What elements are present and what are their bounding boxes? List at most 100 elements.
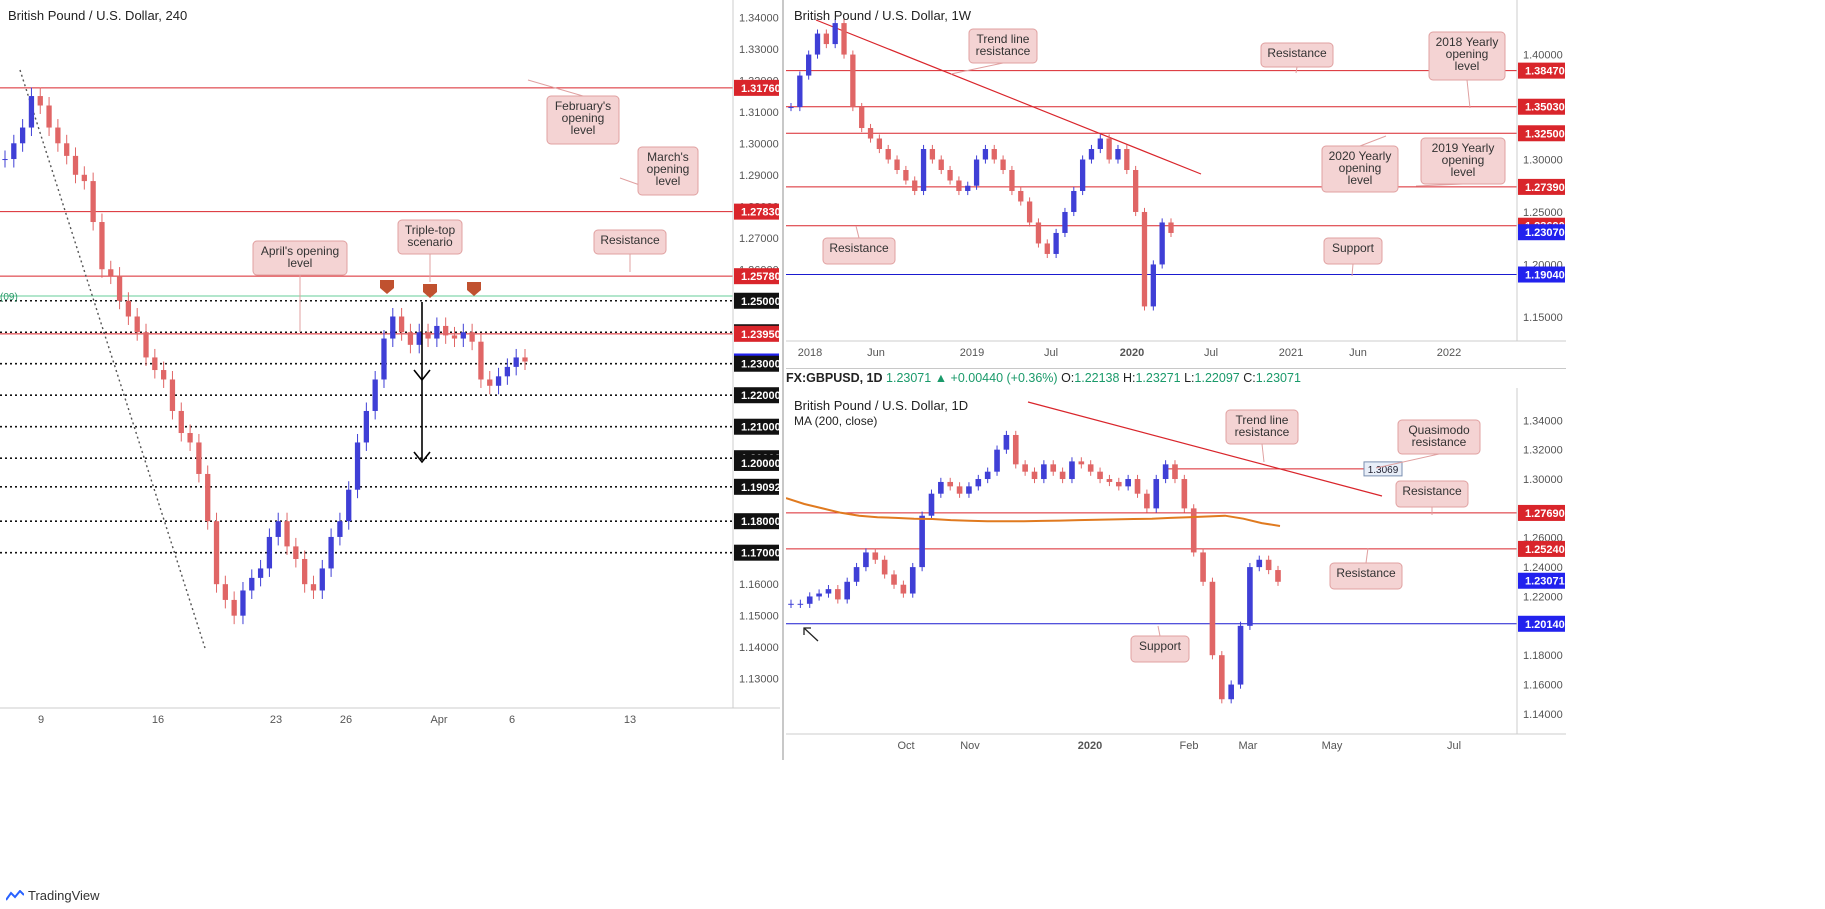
chart-1d-svg[interactable]: 1.340001.320001.300001.280001.260001.240… (785, 388, 1566, 760)
price-tag (734, 325, 779, 342)
daily-trend-line (1027, 401, 1383, 497)
callout-w-resistance2-text: Resistance (829, 241, 889, 255)
callout-w-2018-text: level (1455, 59, 1480, 73)
callout-w-2018-text: 2018 Yearly (1436, 35, 1499, 49)
callout-triple-top-box (397, 219, 463, 255)
price-tag-label: 1.25780 (741, 271, 780, 283)
candle-body (434, 325, 440, 339)
quote-close-label: C: (1243, 371, 1256, 385)
callout-march-text: March's (647, 150, 689, 164)
x-tick-label: Mar (1239, 740, 1258, 752)
candle-body (354, 442, 361, 490)
candle-body (196, 442, 202, 474)
candle-body (1150, 264, 1156, 307)
candle-body (965, 185, 971, 191)
candle-body (863, 552, 869, 568)
price-tag (1518, 125, 1565, 142)
candle-body (2, 159, 8, 161)
callout-april-box (252, 240, 348, 276)
callout-february-text: opening (562, 111, 605, 125)
price-tag (1518, 178, 1565, 195)
candle-body (213, 521, 220, 585)
callout-march-box (637, 146, 699, 196)
callout-w-trend-pointer (950, 62, 1004, 75)
candle-body (991, 149, 997, 160)
callout-triple-top-text: Triple-top (405, 223, 456, 237)
quote-high: 1.23271 (1135, 371, 1181, 385)
candle-body (116, 275, 123, 301)
callout-d-trend-box (1225, 409, 1299, 445)
candle-body (178, 410, 184, 434)
chart-1w-svg[interactable]: 1.400001.350001.300001.250001.200001.150… (786, 0, 1566, 368)
price-tag-label: 1.19092 (741, 482, 780, 494)
y-tick-label: 1.34000 (1523, 415, 1563, 427)
candle-body (187, 433, 193, 443)
callout-d-support-box (1130, 635, 1190, 663)
callout-d-support-pointer (1157, 625, 1161, 637)
candle-body (1247, 567, 1253, 626)
candle-body (891, 574, 897, 585)
chart-1d-panel: 1.340001.320001.300001.280001.260001.240… (785, 388, 1566, 760)
panel-divider-vertical (782, 0, 784, 760)
y-tick-label: 1.25000 (1523, 207, 1563, 219)
candle-body (275, 521, 281, 537)
price-tag-label: 1.23950 (741, 329, 780, 341)
green-level-label: (09) (0, 292, 18, 303)
callout-w-2019-text: 2019 Yearly (1432, 141, 1495, 155)
callout-w-resistance-text: Resistance (1267, 46, 1327, 60)
chart-4h-svg[interactable]: (09)1.340001.330001.320001.310001.300001… (0, 0, 781, 760)
price-tag (734, 79, 779, 96)
candle-body (928, 493, 935, 516)
candle-body (956, 486, 963, 494)
y-tick-label: 1.16000 (739, 579, 779, 591)
x-tick-label: Jul (1044, 347, 1058, 359)
candle-body (973, 159, 980, 186)
tradingview-brand: TradingView (28, 888, 100, 903)
candle-body (37, 96, 43, 106)
triple-top-marker (380, 280, 394, 294)
callout-w-2020-pointer (1359, 135, 1387, 147)
candle-body (108, 269, 114, 276)
tradingview-logo[interactable]: TradingView (6, 888, 100, 903)
candle-body (876, 138, 883, 150)
price-tag-label: 1.27830 (741, 207, 780, 219)
y-tick-label: 1.13000 (739, 674, 779, 686)
candle-body (1026, 201, 1033, 223)
candle-body (169, 379, 176, 411)
x-tick-label: 2021 (1279, 347, 1303, 359)
candle-body (1256, 559, 1263, 568)
candle-body (947, 170, 953, 181)
price-tag-label: 1.25240 (1525, 544, 1565, 556)
candle-body (1031, 471, 1038, 480)
candle-body (850, 54, 856, 108)
price-tag-label: 1.18000 (741, 516, 780, 528)
price-tag (734, 355, 779, 372)
y-tick-label: 1.30000 (1523, 155, 1563, 167)
price-tag (734, 203, 779, 220)
projection-arrow-head (413, 451, 431, 464)
callout-d-qm-box (1397, 419, 1481, 455)
price-tag-label: 1.19040 (1525, 270, 1565, 282)
candle-body (1003, 434, 1010, 450)
x-tick-label: Apr (430, 714, 447, 726)
callout-d-qm-text: resistance (1412, 435, 1467, 449)
candle-body (788, 603, 794, 605)
pointer-arrow-head (803, 627, 811, 635)
price-tag-label: 1.23071 (1525, 576, 1565, 588)
callout-w-resistance-box (1260, 42, 1334, 68)
candle-body (859, 107, 865, 129)
candle-body (495, 376, 502, 386)
price-tag (1518, 224, 1565, 241)
candle-body (1053, 232, 1059, 254)
candle-body (257, 568, 264, 578)
panel-divider-horizontal (786, 368, 1566, 369)
candle-body (814, 33, 821, 55)
weekly-trend-line (815, 19, 1202, 175)
candle-body (881, 559, 888, 575)
callout-february-text: level (571, 123, 596, 137)
candle-body (1141, 211, 1148, 307)
candle-body (293, 546, 299, 559)
candle-body (816, 593, 822, 597)
candle-body (81, 174, 87, 182)
callout-d-trend-pointer (1261, 443, 1265, 463)
